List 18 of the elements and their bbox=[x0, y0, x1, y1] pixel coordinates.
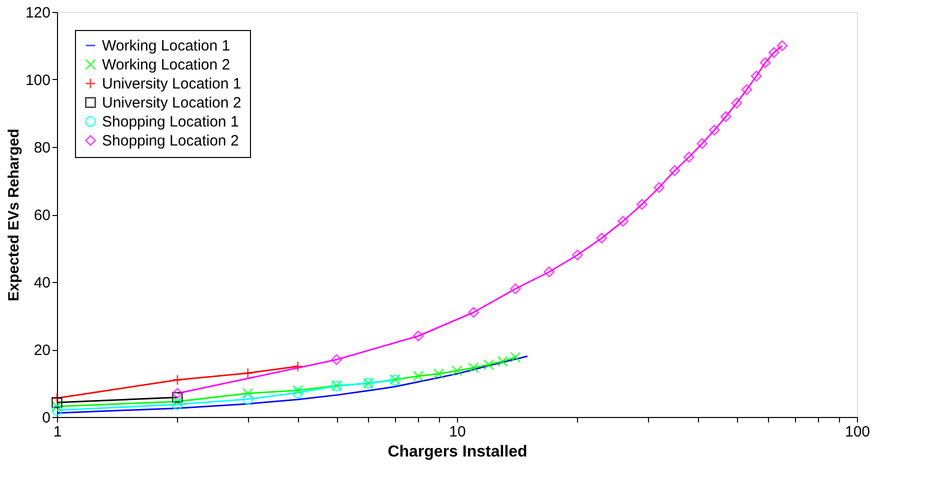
y-tick-label: 100 bbox=[25, 72, 50, 89]
y-axis-title: Expected EVs Reharged bbox=[5, 128, 22, 302]
legend-label: Working Location 2 bbox=[102, 56, 230, 74]
x-axis-title: Chargers Installed bbox=[388, 444, 528, 460]
legend-label: Shopping Location 1 bbox=[102, 114, 239, 130]
y-tick-label: 20 bbox=[34, 342, 50, 359]
legend-label: University Location 2 bbox=[102, 94, 242, 112]
x-tick-label: 100 bbox=[844, 424, 870, 440]
legend-label: University Location 1 bbox=[102, 76, 242, 92]
y-tick-label: 60 bbox=[34, 207, 50, 224]
x-tick-label: 10 bbox=[449, 424, 466, 440]
y-tick-label: 80 bbox=[34, 140, 50, 156]
legend-label: Shopping Location 2 bbox=[102, 132, 239, 150]
y-tick-label: 120 bbox=[25, 4, 50, 22]
x-tick-label: 1 bbox=[53, 424, 62, 440]
y-tick-label: 40 bbox=[34, 274, 50, 292]
y-tick-label: 0 bbox=[42, 410, 50, 426]
legend-label: Working Location 1 bbox=[102, 38, 230, 54]
